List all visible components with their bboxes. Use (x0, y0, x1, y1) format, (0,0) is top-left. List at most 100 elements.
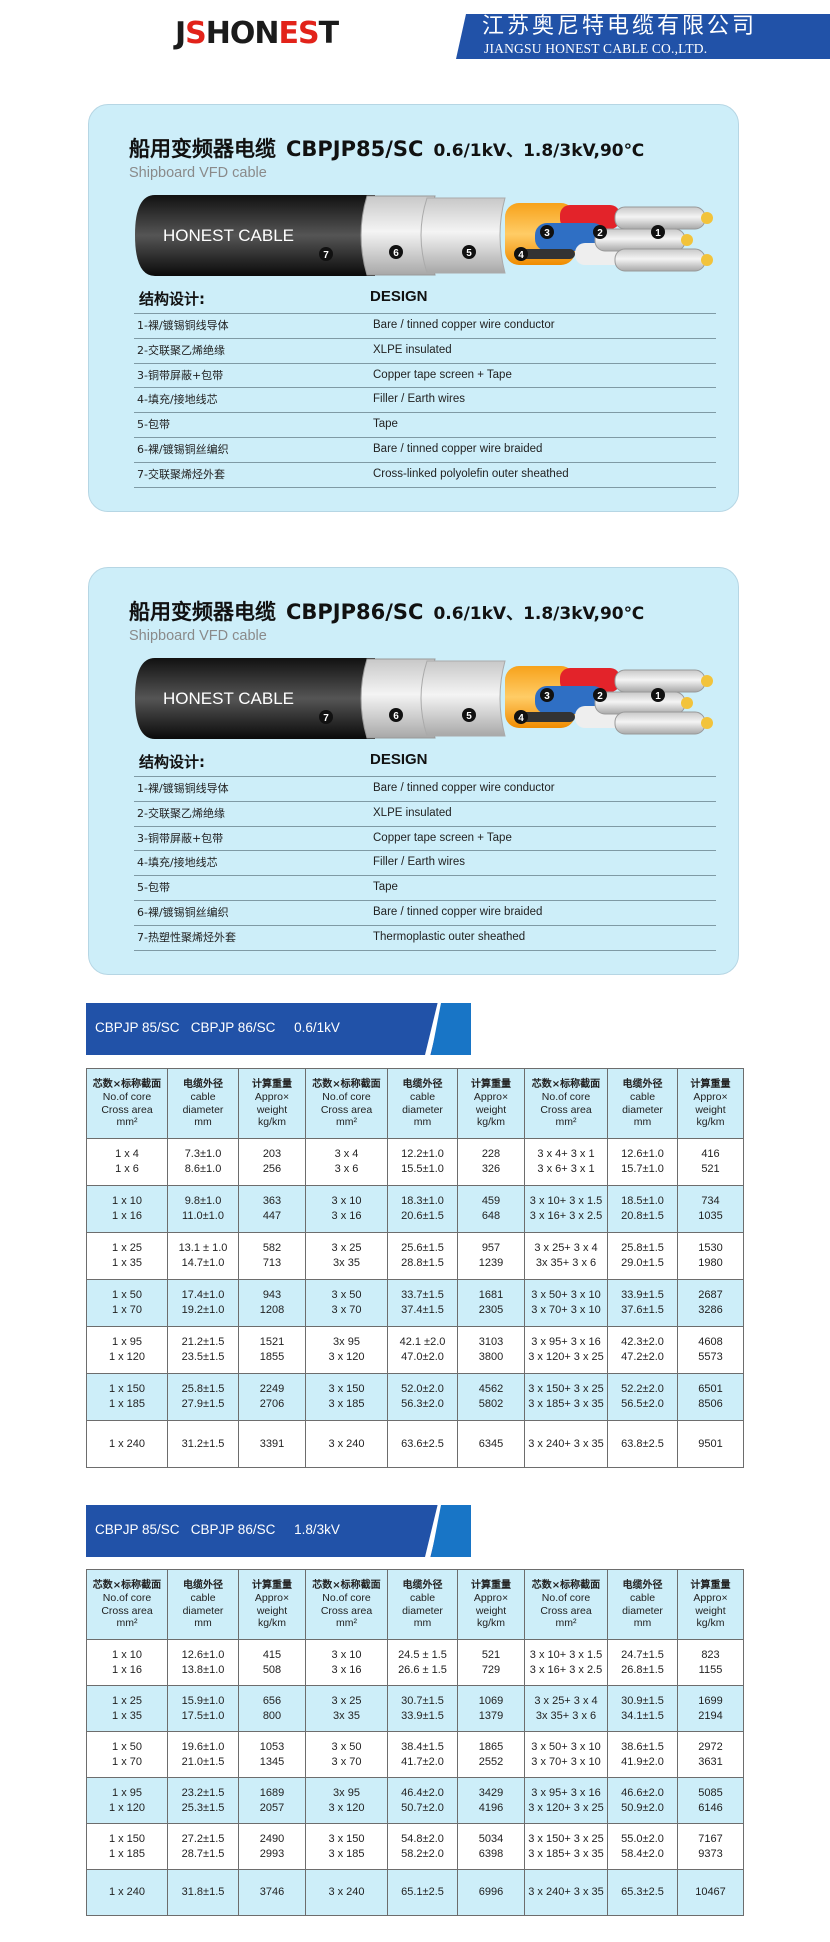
cell-value: 447 (262, 1210, 282, 1222)
cell-value: 12.2±1.0 (401, 1148, 444, 1160)
cell-value: 256 (262, 1163, 282, 1175)
cell-value: 1 x 10 (112, 1195, 142, 1207)
table-cell: 3 x 4+ 3 x 1 3 x 6+ 3 x 1 (524, 1138, 608, 1186)
column-header-en: kg/km (257, 1116, 286, 1128)
outer-sheath (135, 658, 375, 739)
cell-value: 5573 (698, 1351, 723, 1363)
table-cell: 12.2±1.0 15.5±1.0 (387, 1138, 458, 1186)
svg-text:4: 4 (518, 250, 524, 261)
cell-value: 37.6±1.5 (621, 1304, 664, 1316)
table-cell: 15.9±1.0 17.5±1.0 (167, 1685, 239, 1732)
column-header-en: mm (413, 1116, 432, 1128)
column-header-en: Appro× (254, 1592, 290, 1604)
cell-value: 3 x 70+ 3 x 10 (531, 1304, 601, 1316)
table-cell: 3x 95 3 x 120 (305, 1326, 388, 1374)
table-cell: 521 729 (457, 1639, 525, 1686)
column-header-en: diameter (182, 1103, 224, 1116)
table-cell: 3 x 25 3x 35 (305, 1685, 388, 1732)
table-cell: 3 x 10 3 x 16 (305, 1639, 388, 1686)
table-cell: 3 x 240+ 3 x 35 (524, 1869, 608, 1916)
table-cell: 3 x 50 3 x 70 (305, 1731, 388, 1778)
column-header-en: Appro× (254, 1091, 290, 1103)
column-header-en: No.of core (541, 1091, 591, 1103)
column-header: 电缆外径 cable diameter mm (167, 1569, 239, 1640)
cell-value: 416 (701, 1148, 720, 1160)
cell-value: 42.1 ±2.0 (399, 1336, 446, 1348)
column-header: 电缆外径 cable diameter mm (167, 1068, 239, 1139)
column-header: 芯数×标称截面 No.of core Cross area mm² (86, 1569, 168, 1640)
cell-value: 1 x 35 (112, 1709, 142, 1722)
column-header-en: No.of core (322, 1091, 371, 1103)
cell-value: 24.7±1.5 (621, 1648, 664, 1661)
cell-value: 1379 (478, 1709, 504, 1722)
table-cell: 2687 3286 (677, 1279, 744, 1327)
column-header-en: cable (409, 1091, 436, 1103)
cell-value: 6398 (478, 1847, 504, 1860)
column-header: 计算重量 Appro× weight kg/km (238, 1068, 306, 1139)
cell-value: 3 x 120 (328, 1351, 365, 1363)
cell-value: 3 x 185 (328, 1398, 365, 1410)
cell-value: 15.5±1.0 (401, 1163, 444, 1175)
table-cell: 63.6±2.5 (387, 1420, 458, 1468)
cell-value: 3 x 25+ 3 x 4 (534, 1694, 598, 1707)
cell-value: 31.2±1.5 (181, 1437, 225, 1450)
table-header-row: 芯数×标称截面 No.of core Cross area mm² 电缆外径 cable d… (86, 1068, 744, 1139)
table-cell: 9501 (677, 1420, 744, 1468)
cell-value: 17.5±1.0 (181, 1709, 225, 1722)
cell-value: 3429 (478, 1786, 504, 1799)
cell-value: 3 x 150 (328, 1832, 365, 1845)
design-item-cn: 2-交联聚乙烯绝缘 (137, 343, 225, 357)
table-cell: 18.5±1.0 20.8±1.5 (607, 1185, 678, 1233)
cell-value: 47.2±2.0 (621, 1351, 664, 1363)
cell-value: 1 x 4 (115, 1148, 139, 1160)
table-cell: 3 x 95+ 3 x 16 3 x 120+ 3 x 25 (524, 1777, 608, 1824)
column-header-cn: 电缆外径 (622, 1078, 663, 1090)
cell-value: 50.7±2.0 (401, 1801, 444, 1814)
cell-value: 31.8±1.5 (181, 1886, 225, 1898)
column-header: 计算重量 Appro× weight kg/km (457, 1569, 525, 1640)
table-cell: 12.6±1.0 13.8±1.0 (167, 1639, 239, 1686)
cell-value: 363 (262, 1195, 282, 1207)
table-cell: 24.7±1.5 26.8±1.5 (607, 1639, 678, 1686)
table-cell: 54.8±2.0 58.2±2.0 (387, 1823, 458, 1870)
title-cn: 船用变频器电缆 (129, 600, 276, 624)
cell-value: 3 x 25 (331, 1694, 362, 1707)
cell-value: 3 x 120+ 3 x 25 (528, 1351, 604, 1363)
table-row: 1 x 50 1 x 70 19.6±1.0 21.0±1.5 1053 1345 3 x … (86, 1731, 744, 1778)
cell-value: 12.6±1.0 (181, 1648, 225, 1661)
cell-value: 19.6±1.0 (181, 1740, 225, 1753)
cell-value: 5034 (478, 1832, 504, 1845)
table-cell: 1 x 10 1 x 16 (86, 1639, 168, 1686)
cell-value: 54.8±2.0 (401, 1832, 444, 1845)
column-header-cn: 电缆外径 (183, 1579, 223, 1591)
cell-value: 30.9±1.5 (621, 1694, 664, 1707)
cell-value: 14.7±1.0 (181, 1257, 225, 1269)
cell-value: 3 x 4+ 3 x 1 (537, 1148, 595, 1160)
table-cell: 65.1±2.5 (387, 1869, 458, 1916)
section-banner-0.6-1kv: CBPJP 85/SC CBPJP 86/SC 0.6/1kV (86, 1003, 471, 1055)
cell-value: 28.8±1.5 (401, 1257, 444, 1269)
cell-value: 3 x 150+ 3 x 25 (528, 1383, 604, 1395)
voltage-rating: 0.6/1kV、1.8/3kV,90℃ (433, 604, 645, 624)
table-row: 1 x 10 1 x 16 12.6±1.0 13.8±1.0 415 508 3 x 10… (86, 1639, 744, 1686)
design-row: 2-交联聚乙烯绝缘 XLPE insulated (134, 339, 716, 364)
table-cell: 415 508 (238, 1639, 306, 1686)
column-header-en: diameter (622, 1604, 663, 1617)
cell-value: 326 (481, 1163, 501, 1175)
design-item-en: Cross-linked polyolefin outer sheathed (373, 467, 569, 480)
table-cell: 1689 2057 (238, 1777, 306, 1824)
cell-value: 228 (481, 1148, 501, 1160)
cell-value: 27.2±1.5 (181, 1832, 225, 1845)
conductor (614, 711, 706, 735)
cell-value: 3x 35+ 3 x 6 (535, 1257, 597, 1269)
company-logo: JSHONEST (175, 16, 339, 51)
table-cell: 25.8±1.5 27.9±1.5 (167, 1373, 239, 1421)
svg-text:3: 3 (544, 691, 550, 702)
design-item-cn: 7-交联聚烯烃外套 (137, 467, 225, 481)
table-cell: 52.0±2.0 56.3±2.0 (387, 1373, 458, 1421)
table-cell: 1521 1855 (238, 1326, 306, 1374)
cell-value: 943 (262, 1289, 282, 1301)
column-header: 电缆外径 cable diameter mm (387, 1068, 458, 1139)
cell-value: 3 x 10+ 3 x 1.5 (529, 1648, 603, 1661)
table-cell: 6501 8506 (677, 1373, 744, 1421)
